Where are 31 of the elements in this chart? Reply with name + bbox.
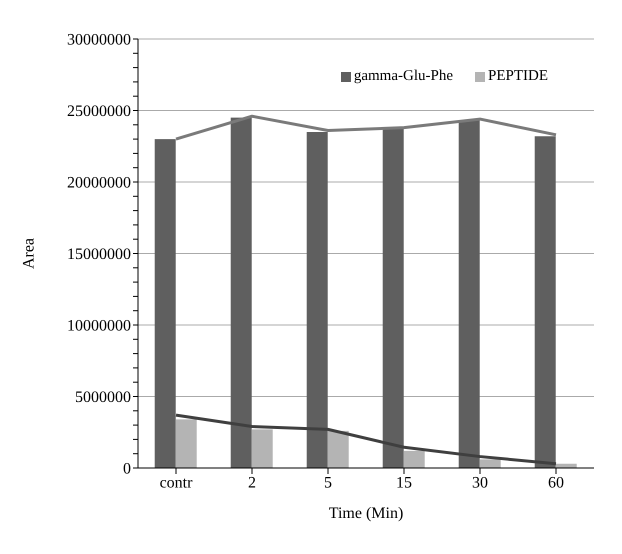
x-tick-label: 5 (324, 474, 332, 492)
x-tick-label: 15 (396, 474, 412, 492)
bar (154, 139, 176, 468)
bar (382, 128, 404, 468)
y-tick-label: 30000000 (67, 32, 131, 49)
legend-label: gamma-Glu-Phe (352, 68, 453, 85)
y-tick-label: 0 (123, 460, 131, 478)
bar (480, 459, 501, 468)
y-tick-label: 25000000 (67, 103, 131, 120)
line-series (174, 114, 558, 141)
bar (176, 419, 197, 468)
bar (404, 450, 425, 468)
legend-label: PEPTIDE (487, 68, 548, 85)
line-series (174, 414, 558, 466)
y-tick-label: 20000000 (67, 174, 131, 192)
bar (252, 429, 273, 468)
bar (230, 118, 252, 468)
x-tick-label: 30 (472, 474, 488, 492)
bar (534, 136, 556, 468)
bar (328, 430, 349, 468)
bar (556, 464, 577, 468)
y-tick-label: 15000000 (67, 246, 131, 264)
y-tick-label: 5000000 (75, 389, 131, 406)
bar (458, 120, 480, 468)
x-tick-label: contr (160, 474, 194, 492)
x-tick-label: 2 (248, 474, 256, 492)
bar (306, 132, 328, 468)
y-tick-label: 10000000 (67, 318, 131, 335)
x-tick-label: 60 (548, 474, 564, 492)
y-axis-title: Area (20, 238, 38, 270)
x-axis-title: Time (Min) (328, 505, 404, 522)
